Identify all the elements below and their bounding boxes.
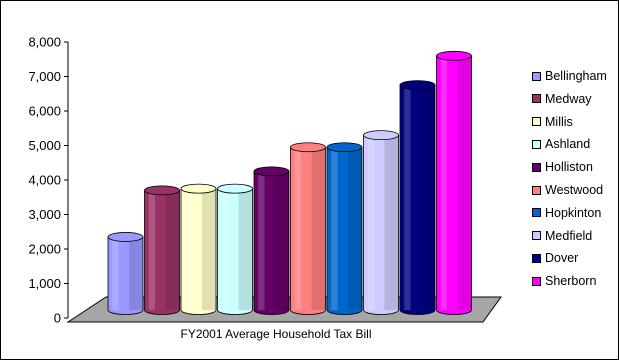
legend-label: Bellingham — [545, 69, 607, 83]
bar-highlight — [221, 188, 228, 310]
y-tick-label: 8,000 — [28, 35, 61, 50]
bar-shade — [202, 188, 216, 310]
legend-swatch — [532, 208, 541, 218]
legend-item-medway: Medway — [532, 89, 592, 109]
legend-label: Dover — [545, 251, 579, 266]
bar-body — [253, 170, 290, 315]
bar-body — [363, 134, 399, 315]
bar-shade — [348, 147, 362, 310]
legend-item-millis: Millis — [532, 112, 573, 132]
bar-holliston — [253, 166, 290, 315]
x-axis-label: FY2001 Average Household Tax Bill — [180, 327, 371, 341]
bar-body — [107, 236, 144, 315]
bar-highlight — [112, 236, 119, 310]
legend-swatch — [532, 231, 541, 241]
legend-label: Medfield — [545, 228, 593, 243]
legend-item-hopkinton: Hopkinton — [532, 203, 601, 223]
bar-highlight — [404, 85, 411, 310]
legend-item-ashland: Ashland — [532, 134, 590, 154]
bar-body — [290, 146, 326, 315]
bar-hopkinton — [326, 142, 363, 315]
bar-bellingham — [107, 232, 144, 315]
y-tick-label: 7,000 — [28, 69, 61, 84]
legend-swatch — [532, 253, 541, 263]
bar-top-cap — [363, 130, 399, 141]
bar-top-cap — [180, 183, 217, 194]
bar-highlight — [294, 147, 301, 310]
legend-swatch — [532, 185, 541, 195]
bar-dover — [399, 80, 436, 315]
bar-top-cap — [436, 50, 472, 61]
bar-shade — [129, 236, 143, 310]
bar-shade — [384, 135, 399, 310]
legend-item-sherborn: Sherborn — [532, 271, 596, 291]
legend-swatch — [532, 162, 541, 172]
legend-item-westwood: Westwood — [532, 180, 603, 200]
bar-westwood — [290, 142, 326, 315]
bar-highlight — [331, 147, 338, 310]
bar-highlight — [367, 135, 374, 310]
legend-swatch — [532, 94, 541, 104]
y-tick-label: 0 — [54, 311, 61, 326]
legend-item-dover: Dover — [532, 248, 578, 268]
legend-item-holliston: Holliston — [532, 157, 593, 177]
legend-swatch — [532, 276, 541, 286]
bar-shade — [275, 171, 289, 310]
bar-shade — [238, 188, 253, 310]
legend-swatch — [532, 139, 541, 149]
bar-top-cap — [326, 142, 363, 153]
bar-highlight — [185, 188, 192, 310]
bar-medfield — [363, 130, 399, 315]
legend-swatch — [532, 71, 541, 81]
bars-group — [107, 50, 472, 315]
y-tick-label: 3,000 — [28, 207, 61, 222]
bar-body — [436, 55, 472, 315]
bar-highlight — [440, 55, 447, 310]
bar-sherborn — [436, 50, 472, 315]
legend-label: Holliston — [545, 160, 593, 175]
legend-item-bellingham: Bellingham — [532, 66, 607, 86]
bar-top-cap — [399, 80, 436, 91]
y-tick-label: 5,000 — [28, 138, 61, 153]
bar-body — [180, 188, 217, 315]
y-tick-label: 1,000 — [28, 276, 61, 291]
y-axis-ticks: 0 1,000 2,000 3,000 4,000 5,000 6,000 7,000 8,00… — [28, 35, 68, 326]
legend-swatch — [532, 117, 541, 127]
bar-top-cap — [144, 185, 180, 196]
bar-shade — [165, 190, 180, 310]
bar-medway — [144, 185, 180, 315]
bar-highlight — [148, 190, 155, 310]
legend-label: Medway — [545, 91, 592, 106]
legend-item-medfield: Medfield — [532, 226, 592, 246]
bar-shade — [457, 55, 472, 310]
bar-body — [399, 84, 436, 315]
bar-shade — [311, 147, 326, 310]
bar-millis — [180, 183, 217, 315]
bar-top-cap — [253, 166, 290, 177]
bar-body — [144, 189, 180, 315]
legend-label: Millis — [545, 114, 573, 129]
legend-label: Ashland — [545, 137, 591, 152]
y-tick-label: 6,000 — [28, 104, 61, 119]
y-tick-label: 4,000 — [28, 173, 61, 188]
bar-shade — [421, 85, 435, 310]
bar-body — [217, 188, 253, 315]
bar-top-cap — [217, 183, 253, 194]
legend-label: Westwood — [545, 183, 604, 197]
y-tick-label: 2,000 — [28, 242, 61, 257]
bar-top-cap — [107, 232, 144, 242]
legend-label: Hopkinton — [545, 205, 602, 220]
bar-top-cap — [290, 142, 326, 153]
legend-label: Sherborn — [545, 274, 597, 289]
bar-highlight — [258, 171, 265, 310]
bar-body — [326, 146, 363, 315]
bar-ashland — [217, 183, 253, 315]
